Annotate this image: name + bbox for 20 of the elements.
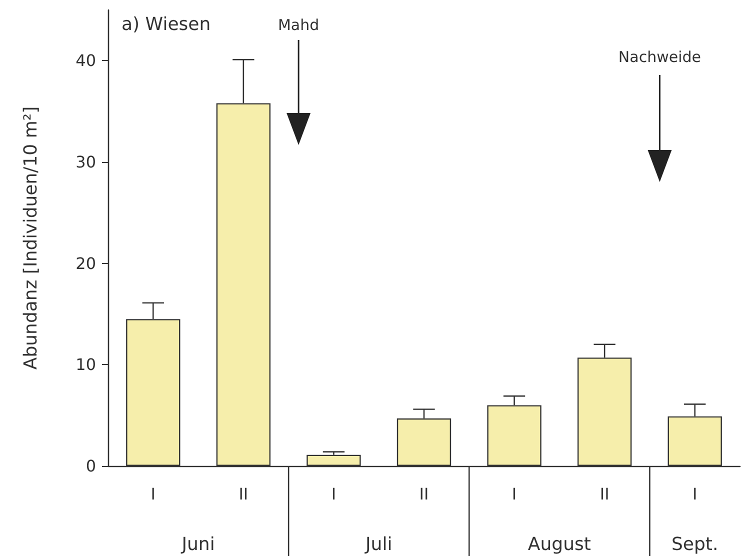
x-tick-label: I xyxy=(692,484,698,504)
x-tick-label: I xyxy=(150,484,156,504)
x-tick-label: II xyxy=(419,484,429,504)
text: Juli xyxy=(364,534,392,555)
y-tick-label: 0 xyxy=(86,456,96,476)
x-tick-label: I xyxy=(512,484,517,504)
text: Juni xyxy=(180,534,215,555)
annotation: Mahd xyxy=(278,16,320,34)
annotation: a) Wiesen xyxy=(122,14,211,35)
text: August xyxy=(528,534,591,555)
y-axis-title: Abundanz [Individuen/10 m²] xyxy=(20,106,42,370)
annotation: Nachweide xyxy=(618,48,702,66)
x-tick-label: I xyxy=(331,484,336,504)
y-tick-label: 20 xyxy=(76,254,96,273)
y-tick-label: 40 xyxy=(76,51,96,70)
x-tick-label: II xyxy=(238,484,248,504)
x-tick-label: II xyxy=(600,484,610,504)
y-tick-label: 10 xyxy=(76,355,96,374)
y-tick-label: 30 xyxy=(76,152,96,172)
text: Sept. xyxy=(672,534,718,555)
